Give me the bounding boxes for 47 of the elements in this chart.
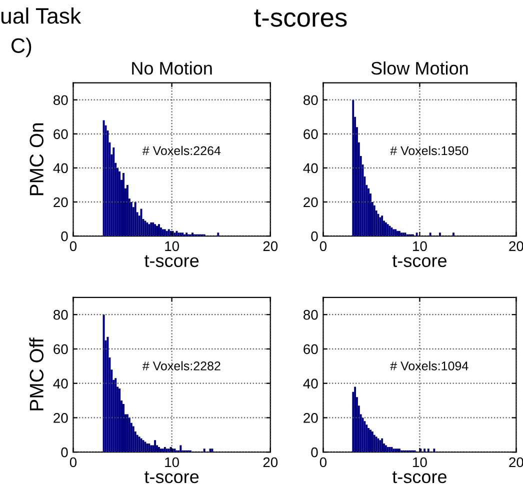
y-tick-label: 60 [304, 344, 318, 354]
annotation: # Voxels:1094 [390, 361, 468, 370]
x-tick-label: 0 [320, 457, 327, 468]
annotation: # Voxels:2264 [142, 146, 221, 156]
x-tick-label: 0 [70, 457, 77, 468]
y-tick-label: 40 [53, 378, 68, 389]
x-tick-label: 20 [509, 457, 523, 468]
annotation: # Voxels:2282 [142, 361, 220, 370]
x-tick-label: 20 [509, 241, 523, 252]
y-axis-title: PMC Off [29, 338, 44, 410]
y-tick-label: 60 [54, 129, 68, 140]
y-tick-label: 0 [61, 231, 68, 242]
chart-title: No Motion [132, 61, 212, 75]
x-axis-title: t-score [392, 255, 446, 268]
y-tick-label: 80 [54, 310, 68, 320]
y-tick-label: 20 [304, 197, 318, 208]
text: ual Task [1, 7, 82, 24]
text: C) [12, 38, 32, 58]
x-tick-label: 10 [165, 457, 179, 468]
y-tick-label: 0 [311, 231, 318, 242]
x-axis-title: t-score [144, 471, 199, 484]
y-tick-label: 80 [304, 310, 318, 320]
x-tick-label: 10 [413, 241, 427, 252]
x-tick-label: 0 [320, 241, 327, 252]
x-tick-label: 0 [70, 241, 77, 252]
y-tick-label: 20 [304, 413, 318, 423]
y-tick-label: 0 [311, 447, 318, 458]
y-tick-label: 60 [54, 344, 68, 354]
chart-title: Slow Motion [371, 61, 468, 75]
y-tick-label: 80 [54, 95, 68, 106]
x-tick-label: 20 [263, 457, 278, 468]
x-axis-title: t-score [144, 255, 199, 268]
y-tick-label: 80 [304, 95, 318, 106]
y-tick-label: 20 [54, 413, 68, 423]
text: t-scores [254, 10, 347, 27]
y-tick-label: 40 [303, 163, 318, 174]
y-tick-label: 0 [61, 447, 68, 458]
x-tick-label: 10 [413, 457, 427, 468]
y-tick-label: 60 [304, 129, 318, 140]
y-tick-label: 20 [54, 197, 68, 208]
annotation: # Voxels:1950 [390, 146, 468, 156]
y-tick-label: 40 [53, 163, 68, 174]
x-tick-label: 10 [165, 241, 179, 252]
y-tick-label: 40 [303, 378, 318, 389]
x-axis-title: t-score [392, 471, 446, 484]
y-axis-title: PMC On [30, 123, 44, 196]
x-tick-label: 20 [263, 241, 278, 252]
